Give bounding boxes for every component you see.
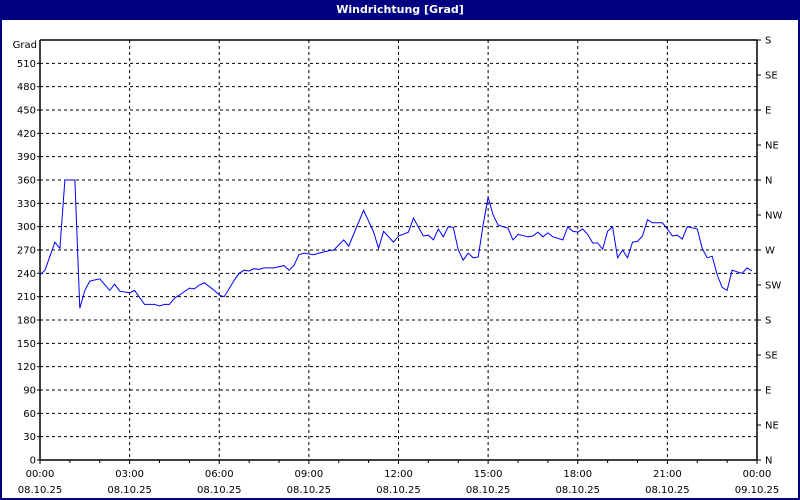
right-tick-label: NE bbox=[765, 141, 779, 152]
x-tick-date: 08.10.25 bbox=[107, 485, 152, 496]
x-tick-time: 21:00 bbox=[653, 469, 682, 480]
right-tick-label: SE bbox=[765, 71, 778, 82]
x-tick-date: 08.10.25 bbox=[466, 485, 511, 496]
right-tick-label: N bbox=[765, 456, 772, 467]
x-tick-date: 09.10.25 bbox=[735, 485, 780, 496]
right-tick-label: W bbox=[765, 246, 775, 257]
y-tick-label: 390 bbox=[17, 152, 36, 163]
y-tick-label: 180 bbox=[17, 316, 36, 327]
y-tick-label: 90 bbox=[23, 386, 36, 397]
right-tick-label: N bbox=[765, 176, 772, 187]
right-tick-label: NW bbox=[765, 211, 782, 222]
x-tick-time: 15:00 bbox=[474, 469, 503, 480]
right-tick-label: E bbox=[765, 106, 771, 117]
x-tick-date: 08.10.25 bbox=[555, 485, 600, 496]
x-tick-time: 12:00 bbox=[384, 469, 413, 480]
x-tick-time: 03:00 bbox=[115, 469, 144, 480]
x-tick-time: 09:00 bbox=[294, 469, 323, 480]
right-tick-label: E bbox=[765, 386, 771, 397]
x-tick-time: 06:00 bbox=[205, 469, 234, 480]
window-title: Windrichtung [Grad] bbox=[0, 0, 800, 20]
y-tick-label: 450 bbox=[17, 106, 36, 117]
right-tick-label: SE bbox=[765, 351, 778, 362]
x-tick-date: 08.10.25 bbox=[376, 485, 421, 496]
y-tick-label: 60 bbox=[23, 409, 36, 420]
y-tick-label: 150 bbox=[17, 339, 36, 350]
x-tick-time: 00:00 bbox=[26, 469, 55, 480]
y-tick-label: 300 bbox=[17, 222, 36, 233]
y-tick-label: 510 bbox=[17, 59, 36, 70]
y-tick-label: 420 bbox=[17, 129, 36, 140]
y-tick-label: 330 bbox=[17, 199, 36, 210]
right-tick-label: SW bbox=[765, 281, 781, 292]
x-tick-date: 08.10.25 bbox=[287, 485, 332, 496]
y-tick-label: 480 bbox=[17, 82, 36, 93]
wind-direction-line bbox=[39, 179, 753, 309]
right-tick-label: S bbox=[765, 316, 771, 327]
x-tick-date: 08.10.25 bbox=[18, 485, 63, 496]
y-tick-label: 120 bbox=[17, 362, 36, 373]
y-tick-label: 270 bbox=[17, 246, 36, 257]
y-axis-label: Grad bbox=[13, 40, 37, 51]
y-tick-label: 0 bbox=[30, 456, 36, 467]
right-tick-label: S bbox=[765, 36, 771, 47]
x-tick-date: 08.10.25 bbox=[645, 485, 690, 496]
y-tick-label: 210 bbox=[17, 292, 36, 303]
right-tick-label: NE bbox=[765, 421, 779, 432]
x-tick-time: 18:00 bbox=[563, 469, 592, 480]
y-tick-label: 360 bbox=[17, 176, 36, 187]
y-tick-label: 30 bbox=[23, 432, 36, 443]
x-tick-time: 00:00 bbox=[743, 469, 772, 480]
x-tick-date: 08.10.25 bbox=[197, 485, 242, 496]
y-tick-label: 240 bbox=[17, 269, 36, 280]
